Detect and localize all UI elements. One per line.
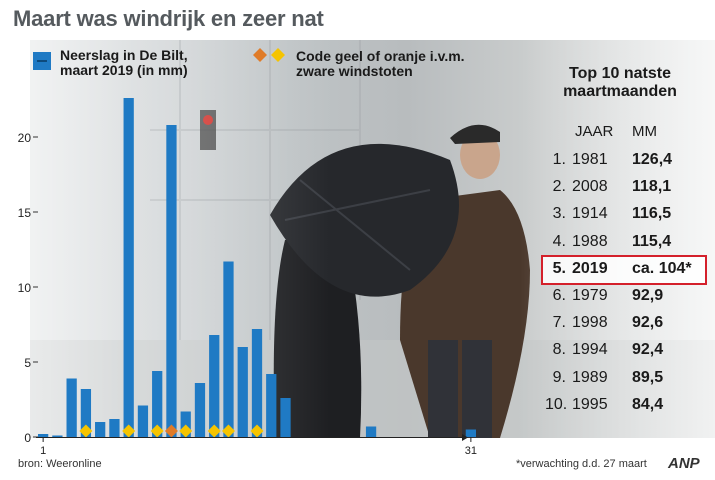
legend-code-line2: zware windstoten xyxy=(296,63,413,79)
header-year: JAAR xyxy=(575,123,614,140)
top10-mm: 115,4 xyxy=(632,232,672,250)
legend-yellow-diamond xyxy=(271,48,285,62)
top10-rank: 8. xyxy=(552,341,566,359)
top10-year: 1988 xyxy=(572,232,608,250)
bar-day-6 xyxy=(109,419,120,437)
legend-code-line1: Code geel of oranje i.v.m. xyxy=(296,48,465,64)
top10-row: 4. 1988 115,4 xyxy=(545,233,715,260)
legend-code-diamonds xyxy=(253,48,285,62)
anp-logo: ANP xyxy=(668,455,700,472)
top10-year: 1914 xyxy=(572,205,608,223)
top10-rank: 9. xyxy=(552,368,566,386)
bar-day-3 xyxy=(66,378,77,437)
bar-day-24 xyxy=(365,426,377,437)
top10-row: 3. 1914 116,5 xyxy=(545,205,715,232)
top10-rank: 7. xyxy=(552,314,566,332)
bar-day-9 xyxy=(152,371,163,437)
bar-day-16 xyxy=(251,329,263,437)
top10-mm: 89,5 xyxy=(632,368,664,386)
top10-row: 5. 2019 ca. 104* xyxy=(545,260,715,287)
top10-year: 1981 xyxy=(572,151,608,168)
chart-title: Maart was windrijk en zeer nat xyxy=(13,6,324,31)
top10-rank: 6. xyxy=(552,287,566,304)
top10-year: 1989 xyxy=(572,368,608,386)
top10-year: 2019 xyxy=(572,259,608,277)
top10-rank: 3. xyxy=(552,205,566,223)
footnote: *verwachting d.d. 27 maart xyxy=(516,458,647,470)
top10-mm: ca. 104* xyxy=(632,259,692,277)
bar-day-10 xyxy=(166,125,177,437)
bar-day-17 xyxy=(266,374,277,437)
legend-rain-swatch xyxy=(33,52,51,70)
top10-mm: 84,4 xyxy=(632,395,664,413)
bar-day-31 xyxy=(465,429,477,437)
code-warning-day-16 xyxy=(250,424,264,438)
code-warning-day-9 xyxy=(150,424,164,438)
background-photo xyxy=(30,40,715,438)
legend-rain-line2: maart 2019 (in mm) xyxy=(60,62,188,78)
top10-mm: 92,6 xyxy=(632,314,664,332)
legend-rain-line1: Neerslag in De Bilt, xyxy=(60,47,188,63)
x-label-start: 1 xyxy=(40,445,46,457)
bar-day-2 xyxy=(52,435,63,437)
y-tick-label: 5 xyxy=(24,356,31,370)
highlight-box xyxy=(541,254,707,285)
code-warning-day-4 xyxy=(79,424,93,438)
top10-year: 1979 xyxy=(572,287,608,304)
code-warning-day-7 xyxy=(122,424,136,438)
top10-year: 1995 xyxy=(572,395,608,413)
top10-row: 9. 1989 89,5 xyxy=(545,369,715,396)
bar-day-7 xyxy=(123,98,134,437)
top10-mm: 92,9 xyxy=(632,287,664,304)
top10-mm: 92,4 xyxy=(632,341,664,359)
bar-day-12 xyxy=(194,383,206,437)
bar-day-15 xyxy=(237,347,248,437)
top10-title-line1: Top 10 natste xyxy=(569,65,671,82)
code-warning-day-10 xyxy=(164,424,178,438)
top10-row: 10. 1995 84,4 xyxy=(545,396,715,423)
top10-row: 8. 1994 92,4 xyxy=(545,341,715,368)
bar-day-13 xyxy=(209,335,220,437)
legend-rain-label: Neerslag in De Bilt, maart 2019 (in mm) xyxy=(60,48,188,78)
bar-day-8 xyxy=(137,405,149,437)
bar-day-4 xyxy=(80,389,92,437)
top10-rank: 10. xyxy=(545,395,568,413)
y-tick-label: 20 xyxy=(18,131,32,145)
bar-day-14 xyxy=(223,261,234,437)
header-mm: MM xyxy=(632,123,657,140)
legend-orange-diamond xyxy=(253,48,267,62)
top10-rank: 4. xyxy=(552,232,566,250)
top10-year: 2008 xyxy=(572,178,608,196)
top10-rank: 5. xyxy=(552,259,566,277)
top10-mm: 126,4 xyxy=(632,151,673,168)
y-tick-label: 15 xyxy=(18,206,32,220)
top10-row: 1. 1981 126,4 xyxy=(545,151,715,178)
top10-year: 1998 xyxy=(572,314,608,332)
x-label-end: 31 xyxy=(465,445,477,457)
top10-title-line2: maartmaanden xyxy=(563,83,677,100)
top10-row: 2. 2008 118,1 xyxy=(545,178,715,205)
bar-day-5 xyxy=(95,422,106,437)
source-note: bron: Weeronline xyxy=(18,458,102,470)
top10-rank: 2. xyxy=(552,178,566,196)
legend-code-label: Code geel of oranje i.v.m. zware windsto… xyxy=(296,49,465,79)
bar-day-1 xyxy=(37,434,49,437)
y-tick-label: 0 xyxy=(24,431,31,445)
code-warning-day-11 xyxy=(179,424,193,438)
top10-year: 1994 xyxy=(572,341,608,359)
top10-rank: 1. xyxy=(552,151,566,168)
code-warning-day-13 xyxy=(207,424,221,438)
x-axis-arrow xyxy=(462,434,468,441)
top10-mm: 116,5 xyxy=(632,205,672,223)
bar-day-11 xyxy=(180,411,191,437)
y-tick-label: 10 xyxy=(18,281,32,295)
bar-day-18 xyxy=(280,398,291,437)
top10-mm: 118,1 xyxy=(632,178,672,196)
top10-row: 7. 1998 92,6 xyxy=(545,314,715,341)
top10-title: Top 10 natste maartmaanden xyxy=(545,65,695,101)
top10-table: Top 10 natste maartmaanden JAAR MM 1. 198… xyxy=(541,65,715,413)
top10-row: 6. 1979 92,9 xyxy=(545,287,715,314)
code-warning-day-14 xyxy=(221,424,235,438)
